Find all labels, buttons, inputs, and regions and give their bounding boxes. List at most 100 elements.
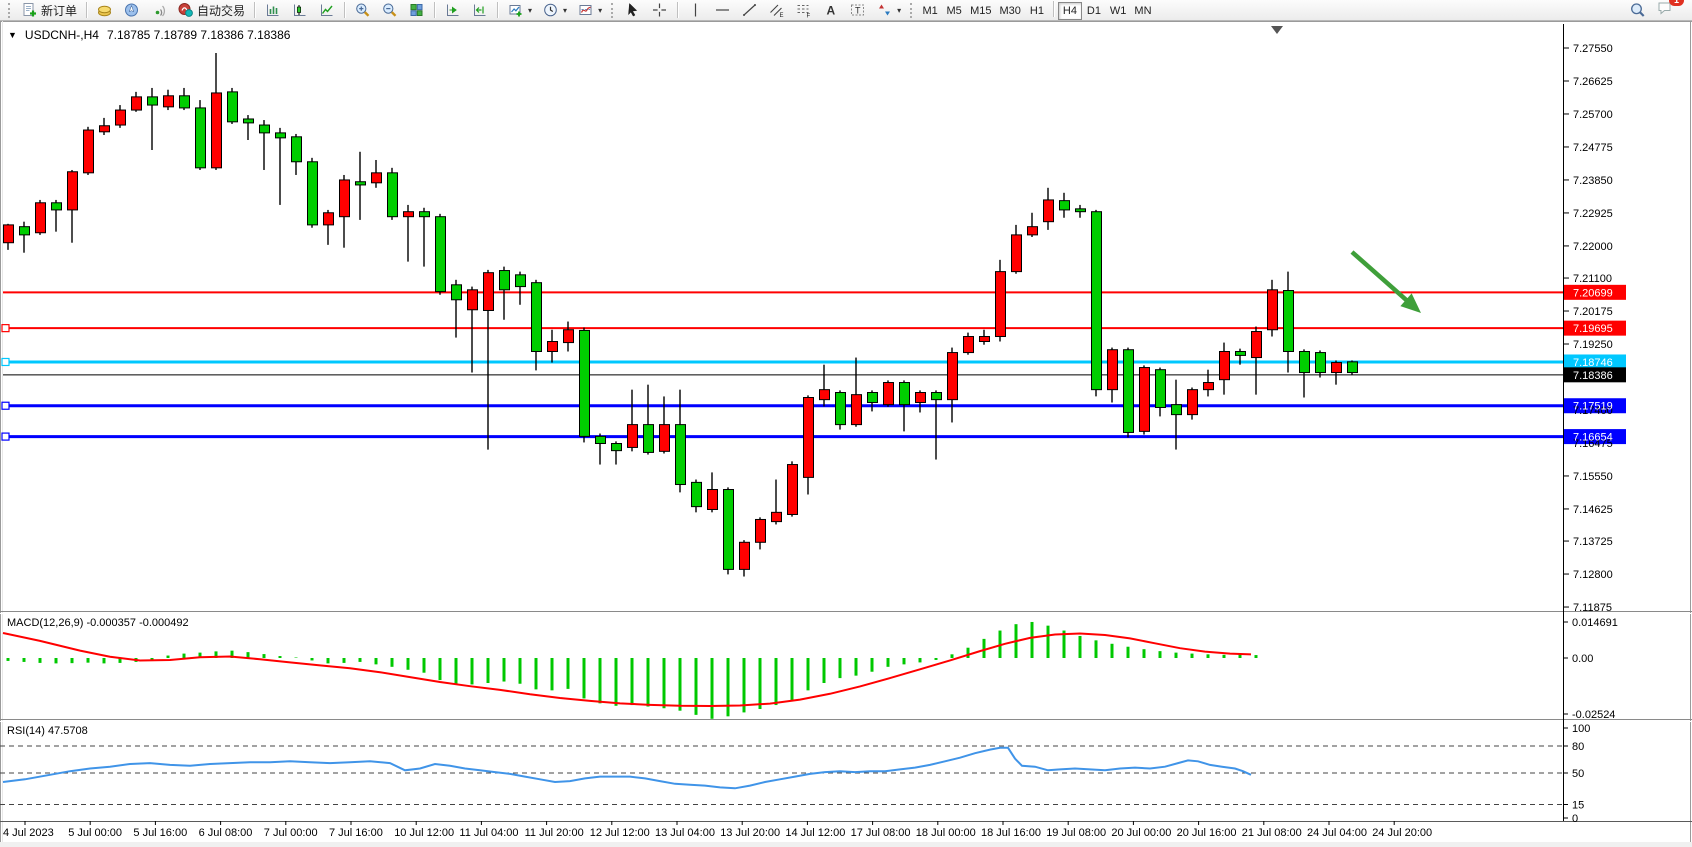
autotrading-button[interactable]: 自动交易 xyxy=(173,1,249,20)
candle-body-down xyxy=(1315,352,1326,374)
toolbar-grip[interactable] xyxy=(8,2,12,18)
candle-body-up xyxy=(35,202,46,234)
signals-button[interactable] xyxy=(146,1,171,20)
auto-scroll-button[interactable] xyxy=(440,1,465,20)
candle-body-up xyxy=(755,518,766,543)
hline-handle[interactable] xyxy=(1,401,10,410)
autotrading-icon xyxy=(177,2,194,18)
candle-body-down xyxy=(931,392,942,401)
candle-body-up xyxy=(707,489,718,510)
candle-body-down xyxy=(499,270,510,291)
rsi-indicator-label: RSI(14) 47.5708 xyxy=(7,725,88,737)
vertical-line-icon xyxy=(687,2,704,18)
chevron-down-icon: ▾ xyxy=(563,5,568,15)
timeframe-button-H1[interactable]: H1 xyxy=(1025,2,1049,20)
trendline-icon xyxy=(741,2,758,18)
price-tick-label: 7.11875 xyxy=(1573,602,1612,614)
svg-text:T: T xyxy=(855,6,861,16)
candle-body-down xyxy=(515,274,526,288)
timeframe-button-MN[interactable]: MN xyxy=(1130,2,1155,20)
trendline-tool-button[interactable] xyxy=(737,1,762,20)
candle-body-up xyxy=(99,125,110,133)
timeframe-button-M15[interactable]: M15 xyxy=(966,2,995,20)
hline-handle[interactable] xyxy=(1,432,10,441)
trend-arrow-head[interactable] xyxy=(1400,293,1421,313)
candle-body-down xyxy=(227,91,238,123)
candlestick-mode-button[interactable] xyxy=(287,1,312,20)
price-badge-label: 7.18386 xyxy=(1573,370,1613,382)
candlestick-icon xyxy=(291,2,308,18)
candle-body-up xyxy=(483,272,494,311)
symbol-collapse-icon[interactable]: ▼ xyxy=(8,30,17,40)
search-button[interactable] xyxy=(1625,1,1650,20)
price-tick-label: 7.21100 xyxy=(1573,273,1612,285)
candle-body-up xyxy=(1219,350,1230,381)
text-label-tool-button[interactable]: T xyxy=(845,1,870,20)
trend-arrow-shaft[interactable] xyxy=(1350,250,1411,305)
candle-body-down xyxy=(1299,350,1310,374)
time-tick-label: 24 Jul 04:00 xyxy=(1307,827,1367,839)
zoom-out-button[interactable] xyxy=(377,1,402,20)
toolbar-grip[interactable] xyxy=(611,2,615,18)
chart-shift-marker[interactable] xyxy=(1271,26,1283,34)
text-tool-button[interactable]: A xyxy=(818,1,843,20)
svg-text:E: E xyxy=(780,13,784,18)
hline-handle[interactable] xyxy=(1,357,10,367)
market-watch-button[interactable] xyxy=(92,1,117,20)
line-chart-mode-button[interactable] xyxy=(314,1,339,20)
price-tick-label: 7.24775 xyxy=(1573,142,1613,154)
timeframe-button-M1[interactable]: M1 xyxy=(918,2,942,20)
candle-body-up xyxy=(131,96,142,111)
price-tick-label: 7.18325 xyxy=(1573,372,1613,384)
candle-body-down xyxy=(1155,369,1166,408)
chart-shift-icon xyxy=(471,2,488,18)
time-tick-label: 20 Jul 00:00 xyxy=(1111,827,1171,839)
time-tick-label: 18 Jul 16:00 xyxy=(981,827,1041,839)
new-order-button[interactable]: 新订单 xyxy=(17,1,81,20)
price-badge xyxy=(1564,398,1626,414)
svg-text:A: A xyxy=(827,4,836,18)
candle-body-up xyxy=(963,336,974,354)
crosshair-tool-button[interactable] xyxy=(647,1,672,20)
hline-handle[interactable] xyxy=(1,324,10,333)
chevron-down-icon: ▾ xyxy=(528,5,533,15)
price-tick-label: 7.22000 xyxy=(1573,241,1613,253)
price-tick-label: 7.22925 xyxy=(1573,208,1613,220)
timeframe-button-M30[interactable]: M30 xyxy=(996,2,1025,20)
bar-chart-mode-button[interactable] xyxy=(260,1,285,20)
candle-body-down xyxy=(835,392,846,426)
cursor-icon xyxy=(624,2,641,18)
timeframe-button-M5[interactable]: M5 xyxy=(942,2,966,20)
price-badge xyxy=(1564,320,1626,336)
candle-body-down xyxy=(179,95,190,109)
candle-body-down xyxy=(451,284,462,301)
navigator-button[interactable] xyxy=(119,1,144,20)
toolbar-separator xyxy=(497,2,499,18)
chevron-down-icon: ▾ xyxy=(897,5,902,15)
candle-body-up xyxy=(1251,331,1262,359)
cursor-tool-button[interactable] xyxy=(620,1,645,20)
timeframe-button-W1[interactable]: W1 xyxy=(1106,2,1131,20)
chart-shift-button[interactable] xyxy=(467,1,492,20)
vertical-line-tool-button[interactable] xyxy=(683,1,708,20)
candle-body-up xyxy=(627,424,638,448)
channel-tool-button[interactable]: E xyxy=(764,1,789,20)
candle-body-up xyxy=(771,511,782,523)
timeframe-button-D1[interactable]: D1 xyxy=(1082,2,1106,20)
zoom-in-button[interactable] xyxy=(350,1,375,20)
time-tick-label: 12 Jul 12:00 xyxy=(590,827,650,839)
toolbar-grip[interactable] xyxy=(910,2,914,18)
arrows-tool-dropdown[interactable]: ▾ xyxy=(872,1,905,20)
new-chart-dropdown[interactable]: ▾ xyxy=(503,1,536,20)
window-bottom-strip xyxy=(0,842,1692,847)
candle-body-up xyxy=(547,341,558,352)
crosshair-icon xyxy=(651,2,668,18)
indicators-dropdown[interactable]: ▾ xyxy=(573,1,606,20)
new-order-icon xyxy=(21,2,38,18)
horizontal-line-tool-button[interactable] xyxy=(710,1,735,20)
fibonacci-tool-button[interactable]: F xyxy=(791,1,816,20)
tile-windows-button[interactable] xyxy=(404,1,429,20)
candle-body-down xyxy=(243,118,254,124)
timeframe-button-H4[interactable]: H4 xyxy=(1057,1,1082,20)
profiles-dropdown[interactable]: ▾ xyxy=(538,1,571,20)
